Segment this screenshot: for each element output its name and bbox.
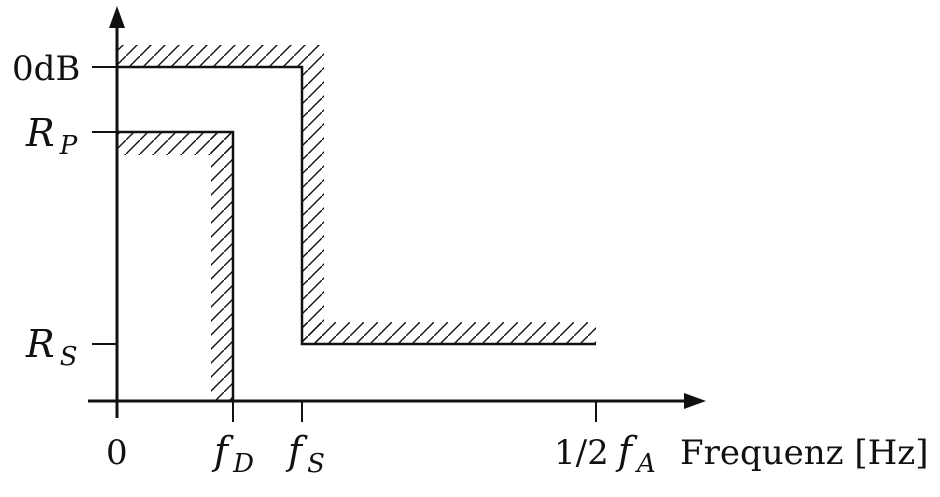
label-rs: R S [25,322,78,372]
lower-boundary-hatch-side [211,132,233,401]
label-half-fa-prefix: 1/2 [554,433,609,473]
label-rp-main: R [25,111,55,155]
label-rs-main: R [25,322,55,366]
upper-boundary-hatch-side [302,67,324,344]
label-half-fa-sub: A [635,449,656,479]
upper-tolerance-boundary [117,65,596,346]
x-axis-title: Frequenz [Hz] [680,433,928,473]
label-fd-sub: D [232,449,254,479]
label-rp-sub: P [59,131,78,161]
label-origin: 0 [106,433,128,473]
label-fs-sub: S [307,449,325,479]
label-fs-main: f [285,429,308,473]
label-rs-sub: S [60,342,78,372]
label-0db: 0dB [12,49,80,89]
label-fd: f D [211,429,254,479]
x-axis-arrowhead [684,393,706,409]
label-half-fa: 1/2 f A [554,429,656,479]
label-half-fa-main: f [615,429,638,473]
label-fs: f S [285,429,325,479]
lower-boundary-hatch-top [117,132,233,155]
label-fd-main: f [211,429,234,473]
upper-boundary-hatch-top [117,45,324,67]
lower-tolerance-boundary [117,130,235,401]
y-axis-arrowhead [109,6,125,28]
label-rp: R P [25,111,78,161]
upper-boundary-hatch-bottom [302,322,596,344]
